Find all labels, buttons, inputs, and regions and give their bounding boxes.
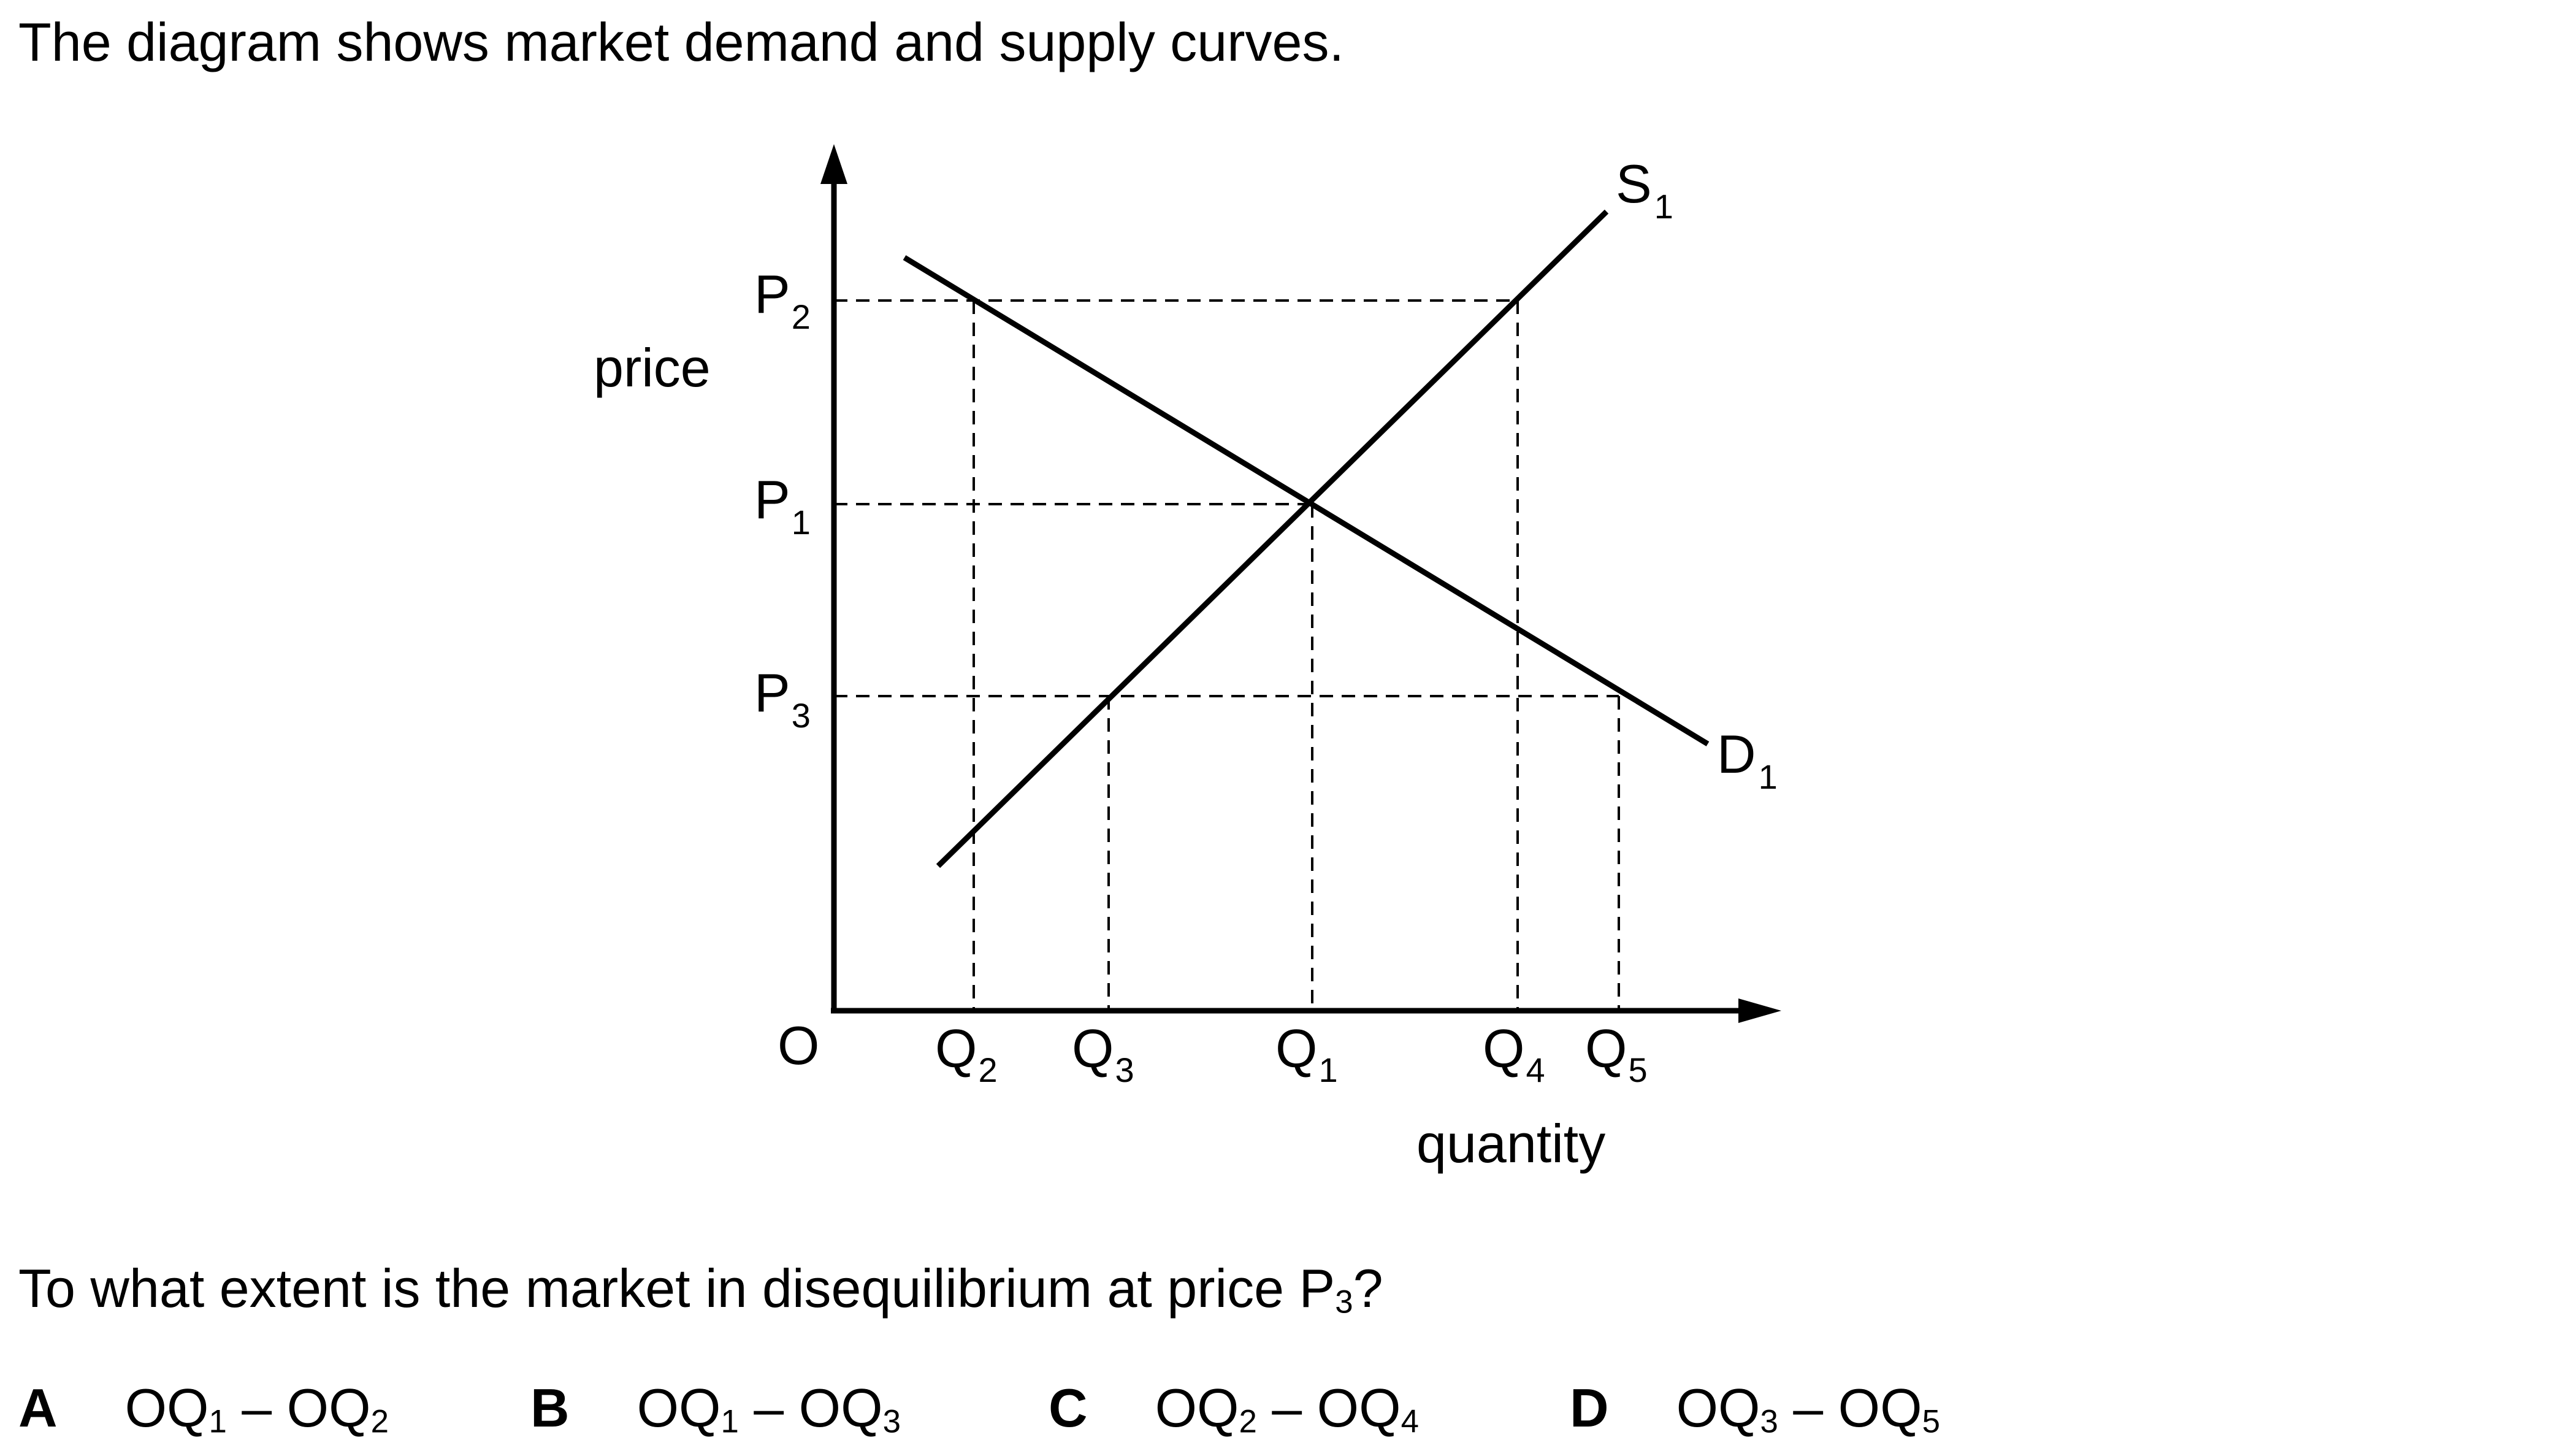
quantity-label-q5: Q5 bbox=[1585, 1018, 1648, 1089]
option-b[interactable]: B OQ1 – OQ3 bbox=[530, 1377, 901, 1439]
question-text: To what extent is the market in disequil… bbox=[18, 1257, 1383, 1320]
option-letter: C bbox=[1049, 1377, 1088, 1438]
quantity-label-q2: Q2 bbox=[935, 1018, 998, 1089]
price-label-p2: P2 bbox=[754, 264, 811, 336]
option-text: OQ1 – OQ3 bbox=[636, 1377, 901, 1440]
option-text: OQ2 – OQ4 bbox=[1155, 1377, 1419, 1440]
y-axis-label: price bbox=[594, 337, 711, 398]
option-d[interactable]: D OQ3 – OQ5 bbox=[1570, 1377, 1940, 1439]
guide-lines bbox=[834, 299, 1620, 1011]
axes bbox=[831, 181, 1741, 1014]
option-c[interactable]: C OQ2 – OQ4 bbox=[1049, 1377, 1419, 1439]
question-end: ? bbox=[1353, 1258, 1383, 1319]
option-text: OQ3 – OQ5 bbox=[1676, 1377, 1940, 1440]
quantity-label-q4: Q4 bbox=[1483, 1018, 1545, 1089]
intro-text: The diagram shows market demand and supp… bbox=[18, 12, 1344, 72]
x-axis-arrowhead bbox=[1738, 998, 1781, 1023]
quantity-label-q3: Q3 bbox=[1072, 1018, 1134, 1089]
demand-curve-line bbox=[903, 255, 1710, 746]
question-subscript: 3 bbox=[1335, 1284, 1353, 1320]
demand-curve-label: D1 bbox=[1717, 724, 1778, 796]
option-letter: A bbox=[18, 1377, 58, 1438]
x-axis-label: quantity bbox=[1416, 1113, 1605, 1174]
origin-label: O bbox=[778, 1015, 819, 1076]
option-a[interactable]: A OQ1 – OQ2 bbox=[18, 1377, 389, 1439]
y-axis-arrowhead bbox=[820, 144, 847, 184]
supply-curve-label: S1 bbox=[1616, 153, 1673, 226]
supply-curve-line bbox=[936, 209, 1609, 868]
quantity-label-q1: Q1 bbox=[1275, 1018, 1338, 1089]
option-letter: B bbox=[530, 1377, 570, 1438]
question-main: To what extent is the market in disequil… bbox=[18, 1258, 1336, 1319]
price-label-p3: P3 bbox=[754, 662, 811, 735]
supply-demand-diagram: S1 D1 price quantity O P2 P1 P3 Q2 Q3 Q1… bbox=[594, 144, 1781, 1174]
option-text: OQ1 – OQ2 bbox=[124, 1377, 389, 1440]
price-label-p1: P1 bbox=[754, 469, 811, 542]
option-letter: D bbox=[1570, 1377, 1609, 1438]
